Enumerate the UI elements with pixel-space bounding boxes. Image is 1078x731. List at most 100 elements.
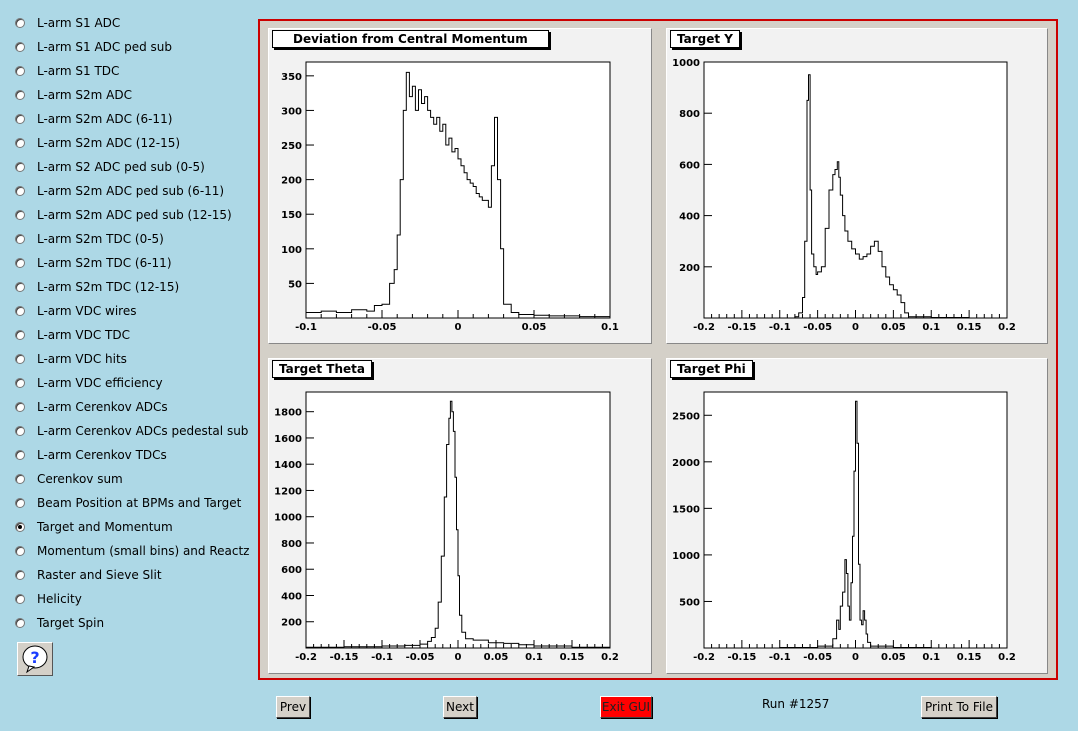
radio-item[interactable]: L-arm S2m ADC (6-11) xyxy=(15,110,172,128)
radio-label: Target and Momentum xyxy=(37,520,173,534)
radio-label: L-arm VDC TDC xyxy=(37,328,130,342)
pad-title-target-y: Target Y xyxy=(670,30,740,48)
histogram-canvas: -0.1 -0.05 0 0.05 0.1 50 100 150 200 250 300 350 De… xyxy=(258,19,1058,680)
radio-item[interactable]: L-arm S2 ADC ped sub (0-5) xyxy=(15,158,205,176)
radio-label: L-arm Cerenkov ADCs pedestal sub xyxy=(37,424,249,438)
radio-label: L-arm VDC wires xyxy=(37,304,137,318)
radio-item[interactable]: Target and Momentum xyxy=(15,518,173,536)
radio-button[interactable] xyxy=(15,114,25,124)
radio-item[interactable]: Momentum (small bins) and Reactz xyxy=(15,542,249,560)
y-tick-label: 50 xyxy=(288,279,302,290)
next-button[interactable]: Next xyxy=(443,696,477,718)
radio-button[interactable] xyxy=(15,66,25,76)
radio-button[interactable] xyxy=(15,450,25,460)
radio-button[interactable] xyxy=(15,162,25,172)
radio-item[interactable]: L-arm Cerenkov ADCs xyxy=(15,398,168,416)
radio-button[interactable] xyxy=(15,426,25,436)
radio-item[interactable]: L-arm S2m TDC (6-11) xyxy=(15,254,172,272)
target-y-plot: -0.2 -0.15 -0.1 -0.05 0 0.05 0.1 0.15 0.2 200 400 6… xyxy=(672,58,1016,333)
y-tick-label: 1000 xyxy=(274,513,302,524)
radio-item[interactable]: L-arm S2m TDC (0-5) xyxy=(15,230,164,248)
radio-button[interactable] xyxy=(15,474,25,484)
prev-button[interactable]: Prev xyxy=(276,696,310,718)
radio-button[interactable] xyxy=(15,594,25,604)
pad-title-momentum-deviation: Deviation from Central Momentum xyxy=(272,30,549,48)
radio-item[interactable]: L-arm VDC TDC xyxy=(15,326,130,344)
radio-button[interactable] xyxy=(15,42,25,52)
radio-label: L-arm S1 TDC xyxy=(37,64,120,78)
radio-label: Momentum (small bins) and Reactz xyxy=(37,544,250,558)
x-tick-label: -0.1 xyxy=(769,652,791,663)
radio-item[interactable]: Raster and Sieve Slit xyxy=(15,566,162,584)
x-tick-label: -0.05 xyxy=(803,322,832,333)
momentum-deviation-plot: -0.1 -0.05 0 0.05 0.1 50 100 150 200 250 300 350 xyxy=(281,61,619,333)
x-tick-label: -0.05 xyxy=(368,322,397,333)
radio-item[interactable]: Cerenkov sum xyxy=(15,470,123,488)
radio-item[interactable]: L-arm S2m TDC (12-15) xyxy=(15,278,179,296)
target-theta-pad[interactable]: -0.2 -0.15 -0.1 -0.05 0 0.05 0.1 0.15 0.2 200 400 6… xyxy=(268,358,652,674)
help-button[interactable]: ? xyxy=(17,642,53,676)
radio-button-selected[interactable] xyxy=(15,522,25,532)
radio-label: L-arm S2m ADC ped sub (12-15) xyxy=(37,208,232,222)
x-tick-label: -0.2 xyxy=(295,652,317,663)
radio-button[interactable] xyxy=(15,186,25,196)
x-tick-label: -0.15 xyxy=(330,652,359,663)
radio-label: L-arm S2m ADC ped sub (6-11) xyxy=(37,184,225,198)
radio-button[interactable] xyxy=(15,282,25,292)
radio-button[interactable] xyxy=(15,330,25,340)
radio-label: Target Spin xyxy=(37,616,105,630)
radio-item[interactable]: L-arm VDC wires xyxy=(15,302,136,320)
radio-label: L-arm S2m ADC (6-11) xyxy=(37,112,173,126)
pad-title-target-theta: Target Theta xyxy=(272,360,372,378)
x-tick-label: -0.2 xyxy=(693,322,715,333)
target-y-pad[interactable]: -0.2 -0.15 -0.1 -0.05 0 0.05 0.1 0.15 0.2 200 400 6… xyxy=(666,28,1048,344)
x-tick-label: 0.1 xyxy=(601,322,619,333)
radio-item[interactable]: L-arm S2m ADC ped sub (6-11) xyxy=(15,182,224,200)
radio-item[interactable]: Beam Position at BPMs and Target xyxy=(15,494,241,512)
y-tick-label: 100 xyxy=(281,245,302,256)
radio-item[interactable]: L-arm S2m ADC xyxy=(15,86,132,104)
radio-item[interactable]: Helicity xyxy=(15,590,82,608)
plot-frame xyxy=(703,61,1008,319)
radio-button[interactable] xyxy=(15,546,25,556)
radio-button[interactable] xyxy=(15,498,25,508)
radio-button[interactable] xyxy=(15,258,25,268)
radio-item[interactable]: L-arm Cerenkov TDCs xyxy=(15,446,167,464)
exit-gui-button[interactable]: Exit GUI xyxy=(600,696,652,718)
radio-button[interactable] xyxy=(15,378,25,388)
x-tick-label: 0.05 xyxy=(881,322,906,333)
y-tick-label: 2500 xyxy=(672,411,700,422)
y-tick-label: 1000 xyxy=(672,58,700,69)
radio-button[interactable] xyxy=(15,18,25,28)
radio-button[interactable] xyxy=(15,90,25,100)
radio-button[interactable] xyxy=(15,354,25,364)
run-number-label: Run #1257 xyxy=(762,697,830,711)
radio-item[interactable]: L-arm S1 TDC xyxy=(15,62,119,80)
print-to-file-button[interactable]: Print To File xyxy=(921,696,997,718)
radio-button[interactable] xyxy=(15,402,25,412)
radio-button[interactable] xyxy=(15,306,25,316)
radio-label: Cerenkov sum xyxy=(37,472,123,486)
momentum-deviation-pad[interactable]: -0.1 -0.05 0 0.05 0.1 50 100 150 200 250 300 350 De… xyxy=(268,28,652,344)
radio-item[interactable]: L-arm Cerenkov ADCs pedestal sub xyxy=(15,422,248,440)
radio-button[interactable] xyxy=(15,210,25,220)
radio-label: L-arm Cerenkov ADCs xyxy=(37,400,168,414)
radio-button[interactable] xyxy=(15,570,25,580)
radio-item[interactable]: L-arm S1 ADC xyxy=(15,14,120,32)
y-tick-label: 250 xyxy=(281,141,302,152)
radio-button[interactable] xyxy=(15,138,25,148)
radio-button[interactable] xyxy=(15,618,25,628)
y-tick-label: 2000 xyxy=(672,458,700,469)
radio-item[interactable]: L-arm S2m ADC (12-15) xyxy=(15,134,180,152)
radio-button[interactable] xyxy=(15,234,25,244)
radio-item[interactable]: Target Spin xyxy=(15,614,104,632)
histogram-line xyxy=(306,400,611,648)
y-tick-label: 1800 xyxy=(274,408,302,419)
radio-label: L-arm S2m TDC (12-15) xyxy=(37,280,180,294)
target-phi-pad[interactable]: -0.2 -0.15 -0.1 -0.05 0 0.05 0.1 0.15 0.2 500 1000… xyxy=(666,358,1048,674)
radio-item[interactable]: L-arm VDC hits xyxy=(15,350,127,368)
radio-item[interactable]: L-arm VDC efficiency xyxy=(15,374,163,392)
y-tick-label: 400 xyxy=(679,212,700,223)
radio-item[interactable]: L-arm S1 ADC ped sub xyxy=(15,38,172,56)
radio-item[interactable]: L-arm S2m ADC ped sub (12-15) xyxy=(15,206,232,224)
